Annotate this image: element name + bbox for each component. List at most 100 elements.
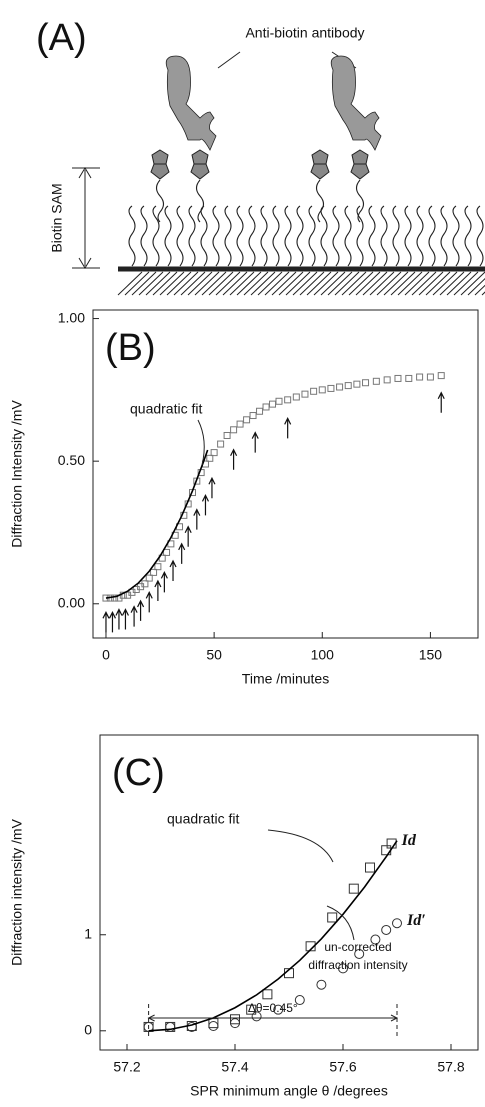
point: [206, 454, 214, 462]
y-axis-label: Diffraction intensity /mV: [9, 818, 25, 965]
x-tick-label: 0: [102, 647, 110, 663]
arrow: [230, 448, 238, 470]
point: [269, 400, 277, 408]
y-tick-label: 1: [84, 925, 92, 941]
y-tick-label: 0.50: [58, 452, 85, 468]
arrow: [115, 608, 123, 630]
point: [243, 416, 251, 424]
point: [327, 912, 338, 923]
antibody: [165, 55, 217, 151]
leader: [197, 419, 205, 466]
point: [305, 941, 316, 952]
chart: (C) 57.2 57.4 57.6 57.8 0 1 SPR minimum angle θ…: [9, 734, 479, 1099]
hatch-lines: [117, 271, 485, 296]
point: [362, 379, 370, 387]
point: [394, 374, 402, 382]
arrow: [251, 431, 259, 453]
point: [310, 387, 318, 395]
annotation: diffraction intensity: [308, 958, 407, 972]
arrow: [169, 559, 177, 581]
arrow: [154, 579, 162, 601]
annotation: quadratic fit: [167, 811, 239, 827]
biotin-ring: [350, 149, 370, 180]
fit-line: [105, 449, 209, 599]
x-tick-label: 57.2: [113, 1059, 140, 1075]
point: [354, 948, 365, 959]
point: [230, 1014, 240, 1025]
chain-path: [128, 205, 484, 267]
leader: [267, 829, 334, 863]
point: [370, 934, 381, 945]
x-tick-label: 100: [311, 647, 335, 663]
point: [301, 390, 309, 398]
point: [338, 963, 348, 974]
point: [230, 426, 238, 434]
biotins: [150, 149, 370, 223]
bracket-line: [147, 1014, 399, 1022]
point: [294, 995, 305, 1006]
antibody: [330, 55, 382, 151]
arrow: [160, 571, 168, 593]
point: [208, 1020, 219, 1031]
sam-label: Biotin SAM: [49, 183, 65, 252]
x-tick-label: 150: [419, 647, 443, 663]
point: [437, 372, 445, 380]
panel-label: (B): [105, 327, 156, 369]
y-tick-label: 0: [84, 1021, 92, 1037]
biotin-ring: [190, 149, 210, 180]
point: [256, 407, 264, 415]
panel-label: (A): [36, 17, 87, 59]
point: [392, 918, 402, 929]
tether: [155, 179, 165, 223]
point: [145, 574, 153, 582]
plot-frame: [92, 309, 479, 639]
point: [273, 1004, 284, 1015]
panel-label: (C): [112, 752, 165, 794]
point: [143, 1021, 154, 1032]
tether: [195, 179, 205, 223]
annotation: quadratic fit: [130, 401, 202, 417]
point: [336, 383, 344, 391]
arrow: [193, 508, 201, 530]
leader: [326, 905, 355, 941]
point: [186, 1021, 197, 1032]
x-axis-label: SPR minimum angle θ /degrees: [190, 1083, 388, 1099]
point: [365, 862, 375, 873]
x-tick-label: 57.4: [221, 1059, 248, 1075]
hatching: [117, 271, 485, 296]
annotation: un-corrected: [324, 940, 391, 954]
point: [262, 989, 273, 1000]
sam-chains: [128, 205, 484, 267]
x-axis-label: Time /minutes: [242, 671, 329, 687]
x-tick-label: 50: [206, 647, 222, 663]
point: [111, 594, 119, 602]
point: [275, 397, 283, 405]
point: [236, 420, 244, 428]
arrow: [208, 476, 216, 499]
biotin-ring: [310, 149, 330, 180]
point: [405, 374, 413, 382]
point: [223, 431, 231, 439]
point: [344, 382, 352, 390]
arrow: [284, 417, 292, 439]
point: [316, 979, 327, 990]
y-tick-label: 0.00: [58, 594, 85, 610]
series-label: Id′: [406, 912, 426, 929]
point: [381, 924, 392, 935]
plot-frame: [99, 734, 479, 1051]
point: [292, 393, 300, 401]
arrow: [121, 608, 129, 630]
point: [246, 1004, 257, 1015]
arrow: [137, 599, 145, 621]
arrow: [130, 605, 138, 627]
tether: [355, 179, 365, 223]
point: [426, 373, 434, 381]
charts: (B) 0 50 100 150 0.00 0.50 1.00 Time /minutes Dif…: [9, 309, 479, 1099]
point: [327, 384, 335, 392]
point: [416, 373, 424, 381]
point: [318, 386, 326, 394]
point: [165, 1021, 176, 1032]
point: [141, 580, 149, 588]
point: [262, 403, 270, 411]
